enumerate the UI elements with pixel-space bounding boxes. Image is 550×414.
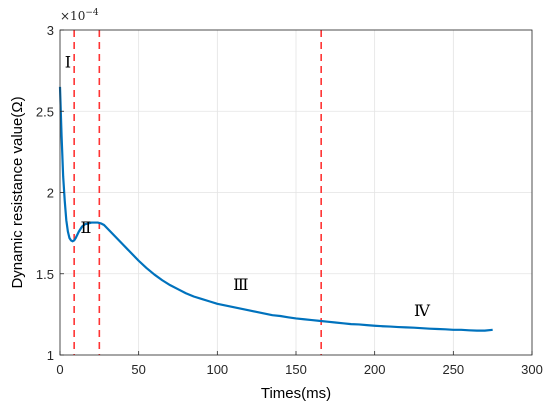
x-tick-label: 200 <box>364 362 386 377</box>
y-tick-label: 2 <box>47 186 54 201</box>
y-axis-multiplier: ×10−4 <box>60 8 99 23</box>
multiplier-base: ×10 <box>60 9 85 23</box>
resistance-series-line <box>58 86 493 332</box>
y-tick-label: 1 <box>47 348 54 363</box>
x-tick-label: 100 <box>206 362 228 377</box>
y-tick-label: 3 <box>47 23 54 38</box>
x-tick-label: 150 <box>285 362 307 377</box>
phase-label: Ⅱ <box>80 218 91 237</box>
x-tick-label: 50 <box>131 362 145 377</box>
phase-label: Ⅲ <box>233 275 248 294</box>
phase-label: Ⅰ <box>65 52 71 71</box>
x-tick-label: 250 <box>442 362 464 377</box>
phase-labels: Ⅰ Ⅱ Ⅲ Ⅳ <box>65 52 431 320</box>
phase-label: Ⅳ <box>414 301 431 320</box>
grid-lines <box>59 29 533 356</box>
y-axis-ticks: 1 1.5 2 2.5 3 <box>36 23 64 363</box>
x-axis-label: Times(ms) <box>261 385 331 402</box>
x-tick-label: 0 <box>56 362 63 377</box>
x-axis-ticks: 0 50 100 150 200 250 300 <box>56 351 543 377</box>
phase-boundaries <box>73 30 322 355</box>
y-tick-label: 2.5 <box>36 104 54 119</box>
y-tick-label: 1.5 <box>36 267 54 282</box>
y-axis-label: Dynamic resistance value(Ω) <box>9 96 26 288</box>
x-tick-label: 300 <box>521 362 543 377</box>
multiplier-exponent: −4 <box>85 8 99 18</box>
